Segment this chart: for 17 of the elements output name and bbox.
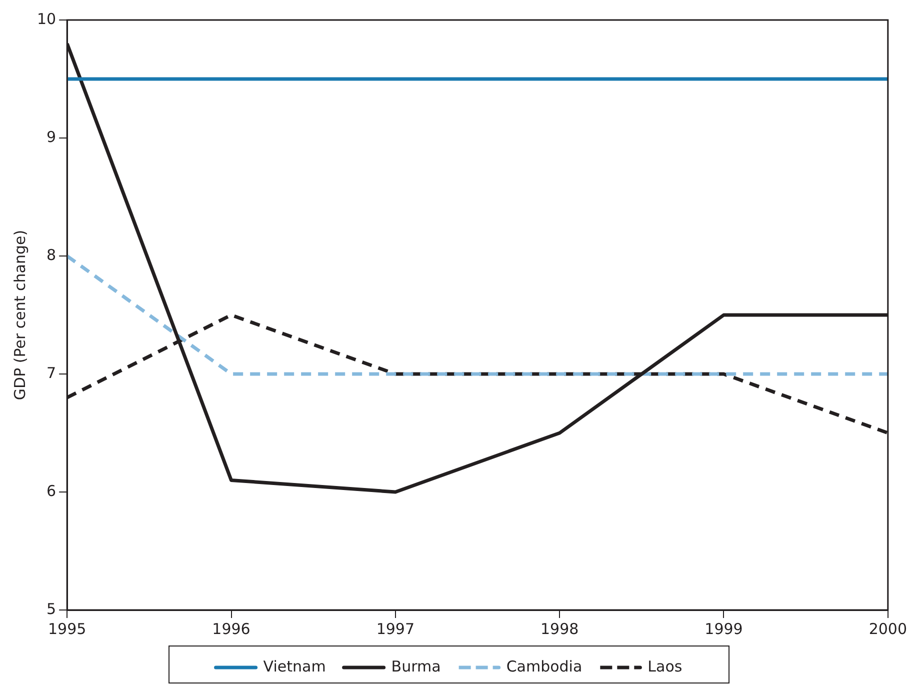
legend-label: Burma (391, 657, 441, 676)
x-tick-label: 1996 (212, 620, 250, 638)
y-tick-label: 8 (46, 246, 56, 264)
x-tick-label: 1995 (48, 620, 86, 638)
y-axis-title: GDP (Per cent change) (10, 230, 29, 400)
y-tick-label: 6 (46, 482, 56, 500)
x-tick-label: 1998 (540, 620, 579, 638)
legend-label: Laos (648, 657, 682, 676)
y-tick-label: 9 (46, 128, 56, 146)
x-tick-label: 2000 (868, 620, 908, 638)
legend-label: Cambodia (506, 657, 582, 676)
y-tick-label: 7 (46, 364, 56, 382)
y-tick-label: 5 (46, 600, 56, 618)
legend-label: Vietnam (263, 657, 326, 676)
y-tick-label: 10 (36, 10, 56, 28)
x-tick-label: 1999 (704, 620, 743, 638)
x-tick-label: 1997 (376, 620, 415, 638)
